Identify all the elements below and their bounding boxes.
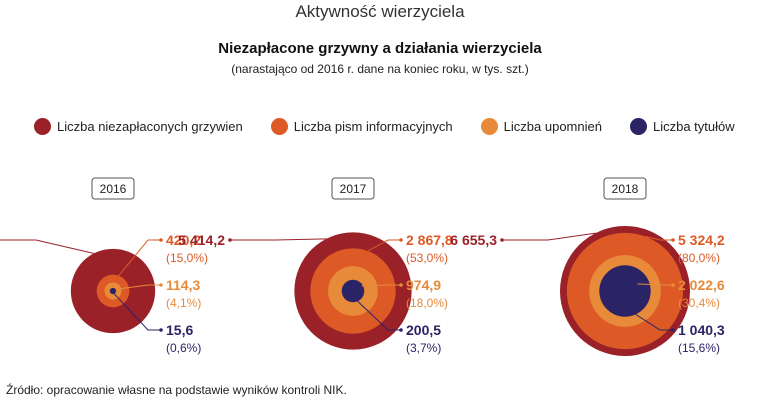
circle-titles xyxy=(599,265,651,317)
year-label: 2017 xyxy=(340,182,367,196)
value-label: 5 414,2 xyxy=(178,232,225,248)
percent-label: (0,6%) xyxy=(166,341,201,355)
value-label: 15,6 xyxy=(166,322,193,338)
percent-label: (80,0%) xyxy=(678,251,720,265)
leader-line xyxy=(635,313,673,331)
page-header-title: Aktywność wierzyciela xyxy=(295,2,465,21)
year-badge xyxy=(91,177,135,200)
percent-label: (15,0%) xyxy=(166,251,208,265)
legend-item-reminders: Liczba upomnień xyxy=(480,118,602,135)
percent-label: (3,7%) xyxy=(406,341,441,355)
legend-label: Liczba pism informacyjnych xyxy=(293,119,453,134)
chart-subtitle: (narastająco od 2016 r. dane na koniec r… xyxy=(231,62,529,76)
legend-label: Liczba niezapłaconych grzywien xyxy=(57,119,243,134)
leader-line xyxy=(118,239,161,276)
value-label: 114,3 xyxy=(166,277,200,293)
leader-line xyxy=(502,232,596,241)
leader-dot xyxy=(399,283,403,287)
leader-line xyxy=(637,283,673,286)
chart-title: Niezapłacone grzywny a działania wierzyc… xyxy=(218,40,542,57)
leader-dot xyxy=(399,238,403,242)
percent-label: (53,0%) xyxy=(406,251,448,265)
percent-label: (30,4%) xyxy=(678,296,720,310)
year-badge xyxy=(331,177,375,200)
leader-line xyxy=(113,293,161,331)
legend-swatch xyxy=(270,118,288,135)
legend-label: Liczba tytułów xyxy=(652,119,735,134)
leader-line xyxy=(361,284,401,287)
legend-label: Liczba upomnień xyxy=(503,119,602,134)
leader-dot xyxy=(500,238,504,242)
leader-dot xyxy=(671,328,675,332)
leader-dot xyxy=(399,328,403,332)
legend-swatch xyxy=(480,118,498,135)
leader-dot xyxy=(159,283,163,287)
leader-line xyxy=(357,300,401,331)
percent-label: (15,6%) xyxy=(678,341,720,355)
legend-swatch xyxy=(34,118,51,135)
leader-line xyxy=(0,239,95,254)
leader-line xyxy=(367,239,401,252)
value-label: 1 040,3 xyxy=(678,322,725,338)
value-label: 200,5 xyxy=(406,322,441,338)
legend-item-titles: Liczba tytułów xyxy=(629,118,735,135)
value-label: 974,9 xyxy=(406,277,441,293)
percent-label: (18,0%) xyxy=(406,296,448,310)
year-label: 2018 xyxy=(612,182,639,196)
legend-item-unpaid-fines: Liczba niezapłaconych grzywien xyxy=(34,118,243,135)
chart-legend: Liczba niezapłaconych grzywien Liczba pi… xyxy=(34,118,760,135)
circle-titles xyxy=(341,279,365,303)
percent-label: (4,1%) xyxy=(166,296,201,310)
year-label: 2016 xyxy=(100,182,127,196)
leader-line xyxy=(115,284,161,290)
leader-dot xyxy=(671,238,675,242)
leader-dot xyxy=(159,238,163,242)
value-label: 420,2 xyxy=(166,232,201,248)
leader-line xyxy=(230,238,327,241)
value-label: 6 655,3 xyxy=(450,232,497,248)
value-label: 2 022,6 xyxy=(678,277,725,293)
legend-item-info-letters: Liczba pism informacyjnych xyxy=(270,118,453,135)
leader-dot xyxy=(228,238,232,242)
circle-titles xyxy=(109,287,117,295)
leader-line xyxy=(645,235,673,241)
leader-dot xyxy=(671,283,675,287)
value-label: 5 324,2 xyxy=(678,232,725,248)
value-label: 2 867,8 xyxy=(406,232,453,248)
legend-swatch xyxy=(629,118,647,135)
source-note: Źródło: opracowanie własne na podstawie … xyxy=(6,383,347,397)
leader-dot xyxy=(159,328,163,332)
year-badge xyxy=(603,177,647,200)
